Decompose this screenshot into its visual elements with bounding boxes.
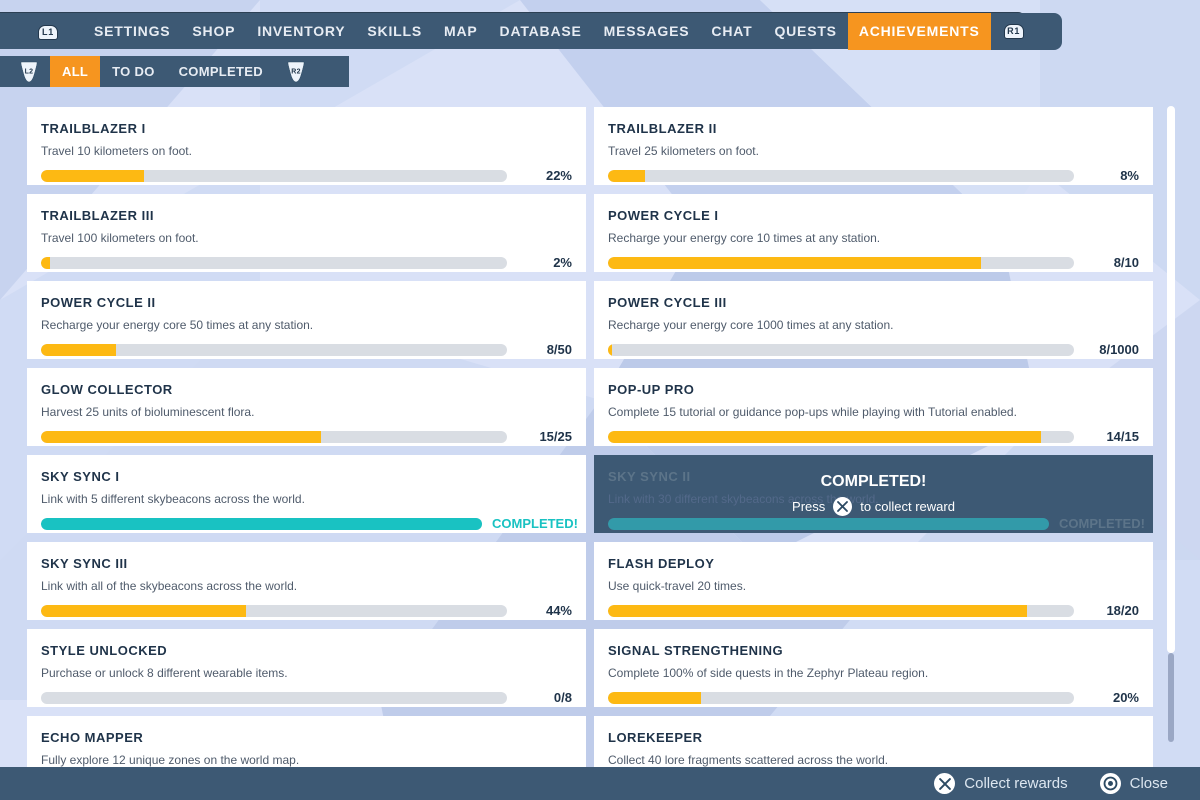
svg-text:L2: L2 xyxy=(25,68,34,75)
svg-text:R2: R2 xyxy=(291,68,301,75)
